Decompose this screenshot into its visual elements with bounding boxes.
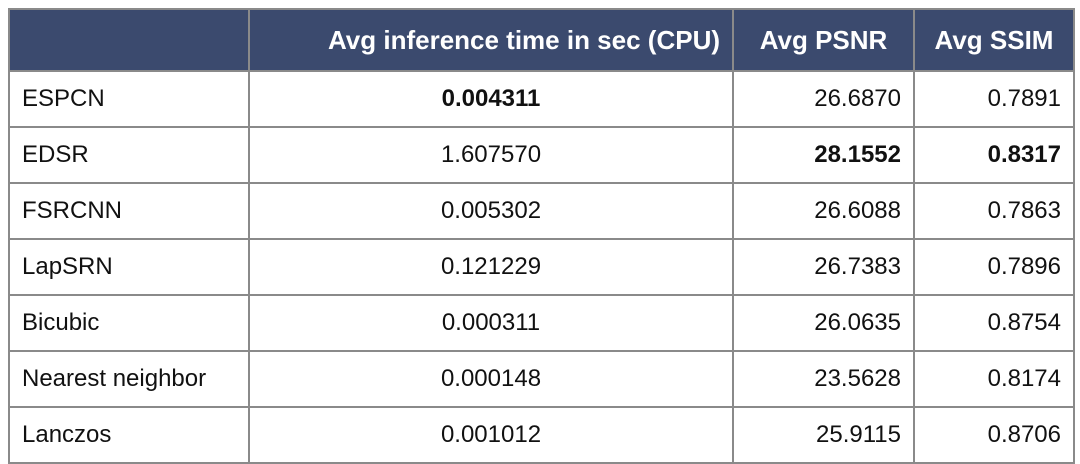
psnr-cell: 26.0635 [732, 294, 915, 352]
psnr-cell: 25.9115 [732, 406, 915, 464]
table-row: LapSRN 0.121229 26.7383 0.7896 [8, 238, 1075, 296]
results-table-container: Avg inference time in sec (CPU) Avg PSNR… [8, 8, 1075, 464]
ssim-cell: 0.7896 [913, 238, 1075, 296]
psnr-cell: 23.5628 [732, 350, 915, 408]
psnr-cell: 26.6870 [732, 70, 915, 128]
inference-time-cell: 1.607570 [248, 126, 734, 184]
inference-time-cell: 0.001012 [248, 406, 734, 464]
ssim-cell: 0.8754 [913, 294, 1075, 352]
ssim-cell: 0.8706 [913, 406, 1075, 464]
inference-time-cell: 0.121229 [248, 238, 734, 296]
table-body: ESPCN 0.004311 26.6870 0.7891 EDSR 1.607… [8, 70, 1075, 464]
header-inference-time: Avg inference time in sec (CPU) [248, 8, 734, 72]
psnr-cell: 26.6088 [732, 182, 915, 240]
method-cell: LapSRN [8, 238, 250, 296]
ssim-cell: 0.8174 [913, 350, 1075, 408]
ssim-cell: 0.7863 [913, 182, 1075, 240]
ssim-cell: 0.8317 [913, 126, 1075, 184]
psnr-cell: 28.1552 [732, 126, 915, 184]
table-row: Bicubic 0.000311 26.0635 0.8754 [8, 294, 1075, 352]
method-cell: ESPCN [8, 70, 250, 128]
table-row: FSRCNN 0.005302 26.6088 0.7863 [8, 182, 1075, 240]
table-row: Lanczos 0.001012 25.9115 0.8706 [8, 406, 1075, 464]
method-cell: Lanczos [8, 406, 250, 464]
header-method [8, 8, 250, 72]
psnr-cell: 26.7383 [732, 238, 915, 296]
results-table: Avg inference time in sec (CPU) Avg PSNR… [8, 8, 1075, 464]
method-cell: Nearest neighbor [8, 350, 250, 408]
method-cell: FSRCNN [8, 182, 250, 240]
inference-time-cell: 0.000311 [248, 294, 734, 352]
header-row: Avg inference time in sec (CPU) Avg PSNR… [8, 8, 1075, 72]
table-row: ESPCN 0.004311 26.6870 0.7891 [8, 70, 1075, 128]
header-ssim: Avg SSIM [913, 8, 1075, 72]
header-psnr: Avg PSNR [732, 8, 915, 72]
table-row: Nearest neighbor 0.000148 23.5628 0.8174 [8, 350, 1075, 408]
method-cell: EDSR [8, 126, 250, 184]
inference-time-cell: 0.005302 [248, 182, 734, 240]
ssim-cell: 0.7891 [913, 70, 1075, 128]
table-row: EDSR 1.607570 28.1552 0.8317 [8, 126, 1075, 184]
method-cell: Bicubic [8, 294, 250, 352]
inference-time-cell: 0.004311 [248, 70, 734, 128]
inference-time-cell: 0.000148 [248, 350, 734, 408]
